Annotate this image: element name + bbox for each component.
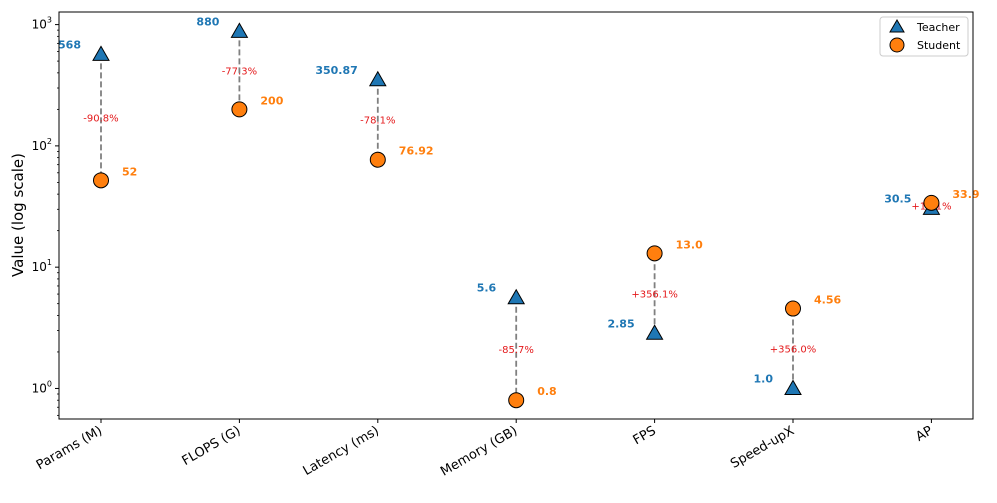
change-label: +356.1% [631, 289, 678, 300]
student-marker [369, 151, 386, 168]
data-markers [92, 22, 941, 409]
student-value-label: 52 [122, 165, 137, 178]
teacher-marker [645, 324, 664, 340]
student-marker [508, 392, 525, 409]
legend-student-label: Student [917, 39, 961, 52]
legend-teacher-icon [889, 19, 905, 33]
y-axis-label: Value (log scale) [9, 153, 27, 277]
legend-teacher-label: Teacher [916, 21, 960, 34]
teacher-marker [230, 22, 249, 38]
student-marker [785, 300, 801, 317]
teacher-marker [368, 70, 387, 87]
axes: 100 101 102 103 Params (M) FLOPS (G) Latency (… [32, 11, 974, 480]
x-tick-label: Speed-upX [728, 423, 797, 471]
change-label: +356.0% [770, 344, 817, 355]
student-value-label: 200 [260, 94, 283, 107]
student-marker [231, 101, 248, 118]
y-tick-label: 103 [32, 16, 52, 32]
teacher-marker [507, 288, 526, 305]
plot-frame [58, 11, 974, 420]
legend-student-icon [889, 37, 905, 53]
teacher-marker [784, 379, 802, 395]
y-tick-label: 102 [32, 137, 52, 153]
value-labels: 568 52 880 200 350.87 76.92 5.6 0.8 2.85 13.0 1.0 4… [58, 15, 980, 398]
teacher-value-label: 350.87 [315, 64, 357, 77]
student-value-label: 33.9 [952, 188, 979, 201]
teacher-value-label: 5.6 [477, 282, 497, 295]
y-tick-label: 101 [32, 258, 52, 274]
x-tick-label: FLOPS (G) [180, 423, 244, 468]
student-value-label: 13.0 [676, 238, 703, 251]
teacher-value-label: 1.0 [754, 372, 774, 385]
teacher-value-label: 2.85 [607, 317, 634, 330]
change-label: -77.3% [222, 66, 257, 77]
y-tick-label: 100 [32, 379, 52, 395]
change-label: -78.1% [360, 116, 395, 127]
x-tick-label: FPS [631, 423, 659, 448]
change-labels: -90.8%-77.3%-78.1%-85.7%+356.1%+356.0%+1… [83, 66, 951, 356]
teacher-value-label: 880 [196, 15, 219, 28]
x-tick-label: Params (M) [34, 423, 105, 473]
student-value-label: 0.8 [537, 385, 557, 398]
teacher-marker [92, 45, 110, 61]
teacher-value-label: 30.5 [884, 192, 911, 205]
change-label: -85.7% [499, 345, 534, 356]
legend: Teacher Student [879, 16, 969, 57]
teacher-value-label: 568 [58, 38, 81, 51]
student-marker [646, 245, 663, 262]
x-tick-label: Latency (ms) [301, 423, 382, 479]
x-tick-label: AP [913, 423, 935, 444]
student-marker [93, 172, 109, 189]
x-tick-label: Memory (GB) [438, 423, 520, 479]
student-value-label: 4.56 [814, 294, 841, 307]
student-marker [923, 194, 940, 211]
student-value-label: 76.92 [399, 145, 434, 158]
change-label: -90.8% [83, 113, 118, 124]
